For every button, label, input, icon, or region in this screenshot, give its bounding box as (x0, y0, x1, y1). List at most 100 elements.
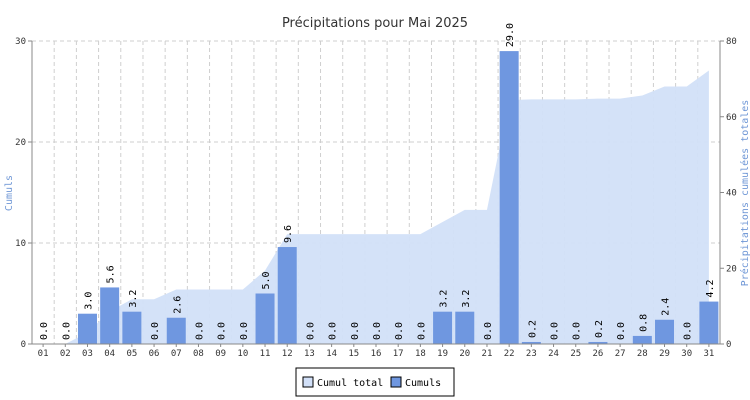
bar-value-label: 3.2 (439, 290, 450, 308)
x-tick-label: 21 (482, 349, 493, 359)
x-tick-label: 07 (171, 349, 182, 359)
bar-value-label: 0.0 (572, 322, 583, 340)
bar-value-label: 4.2 (705, 280, 716, 298)
bar-value-label: 0.8 (638, 314, 649, 332)
x-tick-label: 30 (681, 349, 692, 359)
legend-label-cumul-total: Cumul total (317, 378, 383, 389)
x-tick-label: 26 (593, 349, 604, 359)
bar-value-label: 0.0 (150, 322, 161, 340)
bar-day-04 (100, 287, 120, 344)
x-tick-label: 05 (126, 349, 137, 359)
bar-value-label: 0.0 (350, 322, 361, 340)
y-tick-label-right: 0 (726, 340, 731, 350)
x-tick-label: 31 (703, 349, 714, 359)
x-tick-label: 23 (526, 349, 537, 359)
x-tick-label: 29 (659, 349, 670, 359)
bar-value-label: 5.6 (106, 265, 117, 283)
legend-box (295, 367, 455, 397)
bar-day-11 (255, 293, 275, 344)
bar-day-20 (455, 311, 475, 344)
legend-label-cumuls: Cumuls (405, 378, 441, 389)
bar-day-07 (166, 317, 186, 344)
y-tick-label-right: 20 (726, 264, 737, 274)
bar-value-label: 2.6 (172, 296, 183, 314)
cumul-total-area (43, 70, 709, 344)
bar-value-label: 3.0 (83, 292, 94, 310)
legend: Cumul total Cumuls (295, 367, 455, 397)
bar-value-label: 2.4 (661, 298, 672, 316)
y-tick-label-left: 30 (15, 37, 26, 47)
x-tick-label: 18 (415, 349, 426, 359)
bar-value-label: 0.0 (683, 322, 694, 340)
bar-value-label: 29.0 (505, 23, 516, 47)
bar-day-31 (699, 301, 719, 344)
bar-value-label: 0.0 (483, 322, 494, 340)
x-tick-label: 02 (60, 349, 71, 359)
x-tick-label: 06 (149, 349, 160, 359)
data-labels: 0.0 0.0 3.0 5.6 3.2 0.0 2.6 0.0 0.0 0.0 5.0 9.6 0.0 0… (39, 23, 716, 340)
x-tick-label: 17 (393, 349, 404, 359)
legend-swatch-cumuls (390, 376, 402, 388)
bar-value-label: 0.2 (527, 320, 538, 338)
x-tick-label: 13 (304, 349, 315, 359)
bar-value-label: 3.2 (461, 290, 472, 308)
bar-value-label: 0.0 (328, 322, 339, 340)
x-tick-label: 14 (326, 349, 337, 359)
x-tick-label: 01 (38, 349, 49, 359)
bar-value-label: 0.0 (239, 322, 250, 340)
y-tick-label-left: 20 (15, 138, 26, 148)
x-tick-label: 09 (215, 349, 226, 359)
x-tick-label: 27 (615, 349, 626, 359)
y-tick-label-right: 40 (726, 189, 737, 199)
bar-day-12 (277, 247, 297, 344)
x-tick-label: 15 (348, 349, 359, 359)
x-tick-label: 11 (260, 349, 271, 359)
bar-value-label: 0.0 (372, 322, 383, 340)
axes: 0 10 20 30 0 20 40 60 80 01 02 03 04 05 06 07 08 09 10 11 12… (15, 37, 737, 359)
y-tick-label-left: 10 (15, 239, 26, 249)
y-tick-label-right: 80 (726, 37, 737, 47)
x-tick-label: 10 (237, 349, 248, 359)
bar-value-label: 0.0 (550, 322, 561, 340)
bar-value-label: 9.6 (283, 225, 294, 243)
y-axis-left-label: Cumuls (4, 175, 15, 211)
bar-day-26 (588, 341, 608, 344)
x-tick-label: 24 (548, 349, 559, 359)
y-tick-label-right: 60 (726, 113, 737, 123)
bar-day-23 (521, 341, 541, 344)
y-tick-label-left: 0 (21, 340, 26, 350)
bar-value-label: 5.0 (261, 271, 272, 289)
legend-swatch-cumul-total (302, 376, 314, 388)
chart-title: Précipitations pour Mai 2025 (282, 16, 468, 31)
x-tick-label: 08 (193, 349, 204, 359)
x-tick-label: 20 (459, 349, 470, 359)
x-tick-label: 16 (371, 349, 382, 359)
bar-value-label: 0.0 (217, 322, 228, 340)
bar-day-19 (433, 311, 453, 344)
x-tick-label: 12 (282, 349, 293, 359)
bar-value-label: 0.2 (594, 320, 605, 338)
bar-value-label: 0.0 (416, 322, 427, 340)
x-tick-label: 22 (504, 349, 515, 359)
x-tick-label: 04 (104, 349, 115, 359)
bar-day-29 (655, 319, 675, 344)
bar-value-label: 0.0 (616, 322, 627, 340)
bar-day-03 (77, 313, 97, 344)
bar-value-label: 0.0 (305, 322, 316, 340)
bars (77, 51, 719, 344)
bar-value-label: 0.0 (61, 322, 72, 340)
x-tick-label: 03 (82, 349, 93, 359)
bar-day-28 (632, 335, 652, 344)
cumulative-area (43, 70, 709, 344)
bar-value-label: 0.0 (39, 322, 50, 340)
x-tick-label: 19 (437, 349, 448, 359)
x-tick-label: 28 (637, 349, 648, 359)
bar-day-22 (499, 51, 519, 344)
bar-value-label: 0.0 (194, 322, 205, 340)
x-tick-label: 25 (570, 349, 581, 359)
bar-value-label: 0.0 (394, 322, 405, 340)
bar-day-05 (122, 311, 142, 344)
y-axis-right-label: Précipitations cumulées totales (739, 100, 750, 287)
bar-value-label: 3.2 (128, 290, 139, 308)
